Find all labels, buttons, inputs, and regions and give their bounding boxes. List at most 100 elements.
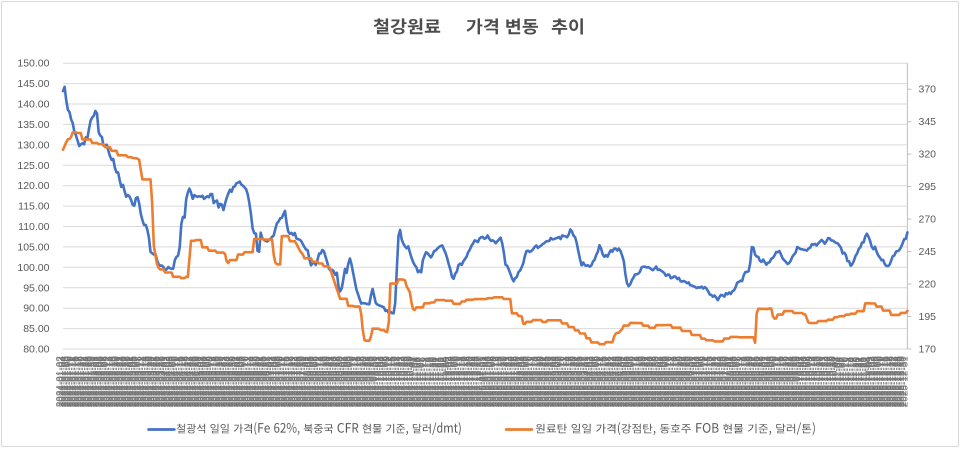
svg-text:2025-07-10: 2025-07-10	[698, 356, 709, 408]
svg-text:2025-11-28: 2025-11-28	[862, 356, 873, 407]
svg-text:2025-04-09: 2025-04-09	[592, 356, 603, 408]
svg-text:295: 295	[919, 181, 937, 193]
svg-text:150.00: 150.00	[17, 58, 49, 70]
svg-text:2025-02-19: 2025-02-19	[535, 356, 546, 408]
svg-text:2025-03-31: 2025-03-31	[580, 356, 591, 408]
svg-text:2025-04-15: 2025-04-15	[598, 356, 609, 408]
svg-text:2025-02-28: 2025-02-28	[546, 356, 557, 408]
svg-text:2025-12-29: 2025-12-29	[896, 356, 907, 408]
svg-text:2025-06-19: 2025-06-19	[674, 356, 685, 408]
svg-text:2025-01-16: 2025-01-16	[496, 356, 507, 408]
svg-text:2025-05-30: 2025-05-30	[651, 356, 662, 408]
svg-text:2024-01-15: 2024-01-15	[70, 356, 81, 408]
svg-text:2025-05-14: 2025-05-14	[632, 356, 643, 408]
svg-text:2025-04-07: 2025-04-07	[588, 356, 599, 408]
svg-text:2024-03-05: 2024-03-05	[128, 356, 139, 408]
svg-text:2024-06-21: 2024-06-21	[254, 356, 265, 408]
svg-text:195: 195	[919, 311, 937, 323]
svg-text:2025-09-22: 2025-09-22	[783, 356, 794, 408]
svg-text:2024-04-22: 2024-04-22	[183, 356, 194, 408]
svg-text:2025-09-01: 2025-09-01	[758, 356, 769, 408]
svg-text:2024-08-14: 2024-08-14	[316, 356, 327, 408]
svg-text:145.00: 145.00	[17, 78, 49, 90]
svg-text:2024-02-23: 2024-02-23	[117, 356, 128, 408]
svg-text:2025-08-22: 2025-08-22	[749, 356, 760, 408]
svg-text:2024-07-01: 2024-07-01	[264, 356, 275, 408]
svg-text:2025-07-25: 2025-07-25	[716, 356, 727, 408]
svg-text:2025-01-14: 2025-01-14	[493, 356, 504, 408]
svg-text:2025-03-21: 2025-03-21	[570, 356, 581, 408]
svg-text:2024-01-25: 2024-01-25	[83, 356, 94, 408]
svg-text:2025-12-24: 2025-12-24	[891, 356, 902, 408]
svg-text:2025-01-10: 2025-01-10	[489, 356, 500, 408]
svg-text:2025-09-30: 2025-09-30	[792, 356, 803, 408]
svg-text:2025-07-21: 2025-07-21	[710, 356, 721, 408]
svg-text:2025-07-31: 2025-07-31	[723, 356, 734, 408]
svg-text:2025-03-06: 2025-03-06	[553, 356, 564, 408]
svg-text:2025-03-28: 2025-03-28	[579, 356, 590, 408]
svg-text:2024-08-19: 2024-08-19	[321, 356, 332, 408]
svg-text:2025-03-11: 2025-03-11	[557, 356, 568, 407]
svg-text:2024-02-21: 2024-02-21	[113, 356, 124, 408]
svg-text:2025-01-13: 2025-01-13	[491, 356, 502, 408]
svg-text:2025-09-17: 2025-09-17	[778, 356, 789, 408]
svg-text:2024-07-19: 2024-07-19	[287, 356, 298, 408]
svg-text:2025-01-28: 2025-01-28	[509, 356, 520, 408]
svg-text:2024-12-09: 2024-12-09	[451, 356, 462, 408]
svg-text:170: 170	[919, 344, 937, 356]
svg-text:2024-11-08: 2024-11-08	[416, 356, 427, 407]
svg-text:2025-10-07: 2025-10-07	[801, 356, 812, 408]
svg-text:2024-04-24: 2024-04-24	[186, 356, 197, 408]
svg-text:2025-12-15: 2025-12-15	[880, 356, 891, 408]
svg-text:2024-03-15: 2024-03-15	[141, 356, 152, 408]
svg-text:2025-01-15: 2025-01-15	[494, 356, 505, 408]
svg-text:2024-12-27: 2024-12-27	[473, 356, 484, 408]
svg-text:2024-11-05: 2024-11-05	[412, 356, 423, 407]
svg-text:2024-03-25: 2024-03-25	[151, 356, 162, 408]
svg-text:2024-10-07: 2024-10-07	[378, 356, 389, 408]
svg-text:2025-12-12: 2025-12-12	[878, 356, 889, 408]
svg-text:2025-02-05: 2025-02-05	[519, 356, 530, 408]
svg-text:2025-09-09: 2025-09-09	[768, 356, 779, 408]
svg-text:2025-07-18: 2025-07-18	[708, 356, 719, 408]
svg-text:2025-08-20: 2025-08-20	[745, 356, 756, 408]
svg-text:2025-09-29: 2025-09-29	[791, 356, 802, 408]
svg-text:2025-04-18: 2025-04-18	[603, 356, 614, 408]
svg-text:2025-09-04: 2025-09-04	[763, 356, 774, 408]
svg-text:2024-02-01: 2024-02-01	[91, 356, 102, 408]
svg-text:2024-09-24: 2024-09-24	[363, 356, 374, 408]
svg-text:2024-10-18: 2024-10-18	[392, 356, 403, 408]
svg-text:2025-06-27: 2025-06-27	[684, 356, 695, 408]
svg-text:2025-06-04: 2025-06-04	[656, 356, 667, 408]
svg-text:2024-06-19: 2024-06-19	[251, 356, 262, 408]
svg-text:2025-07-08: 2025-07-08	[695, 356, 706, 408]
svg-text:2025-06-02: 2025-06-02	[653, 356, 664, 408]
svg-text:2024-07-25: 2024-07-25	[293, 356, 304, 408]
svg-text:2024-01-10: 2024-01-10	[65, 356, 76, 408]
svg-text:2024-05-09: 2024-05-09	[204, 356, 215, 408]
svg-text:2025-07-23: 2025-07-23	[713, 356, 724, 408]
svg-text:2024-08-21: 2024-08-21	[324, 356, 335, 408]
svg-text:2024-04-16: 2024-04-16	[177, 356, 188, 408]
svg-text:2025-05-19: 2025-05-19	[637, 356, 648, 408]
svg-text:2025-06-12: 2025-06-12	[666, 356, 677, 408]
svg-text:2025-11-25: 2025-11-25	[857, 356, 868, 407]
svg-text:2024-09-23: 2024-09-23	[361, 356, 372, 408]
svg-text:2025-03-26: 2025-03-26	[575, 356, 586, 408]
svg-text:2024-12-30: 2024-12-30	[475, 356, 486, 408]
svg-text:2025-05-16: 2025-05-16	[635, 356, 646, 408]
svg-text:2024-03-07: 2024-03-07	[131, 356, 142, 408]
svg-text:2024-08-22: 2024-08-22	[326, 356, 337, 408]
svg-text:2025-10-09: 2025-10-09	[804, 356, 815, 408]
svg-text:2024-01-22: 2024-01-22	[78, 356, 89, 408]
svg-text:2024-04-15: 2024-04-15	[175, 356, 186, 408]
svg-text:2025-12-04: 2025-12-04	[869, 356, 880, 408]
svg-text:2024-04-23: 2024-04-23	[185, 356, 196, 408]
svg-text:2024-08-15: 2024-08-15	[318, 356, 329, 408]
svg-text:2024-11-20: 2024-11-20	[429, 356, 440, 407]
svg-text:2025-06-25: 2025-06-25	[681, 356, 692, 408]
svg-text:345: 345	[919, 116, 937, 128]
svg-text:2024-01-12: 2024-01-12	[68, 356, 79, 408]
svg-text:2024-01-26: 2024-01-26	[84, 356, 95, 408]
svg-text:2025-07-16: 2025-07-16	[705, 356, 716, 408]
